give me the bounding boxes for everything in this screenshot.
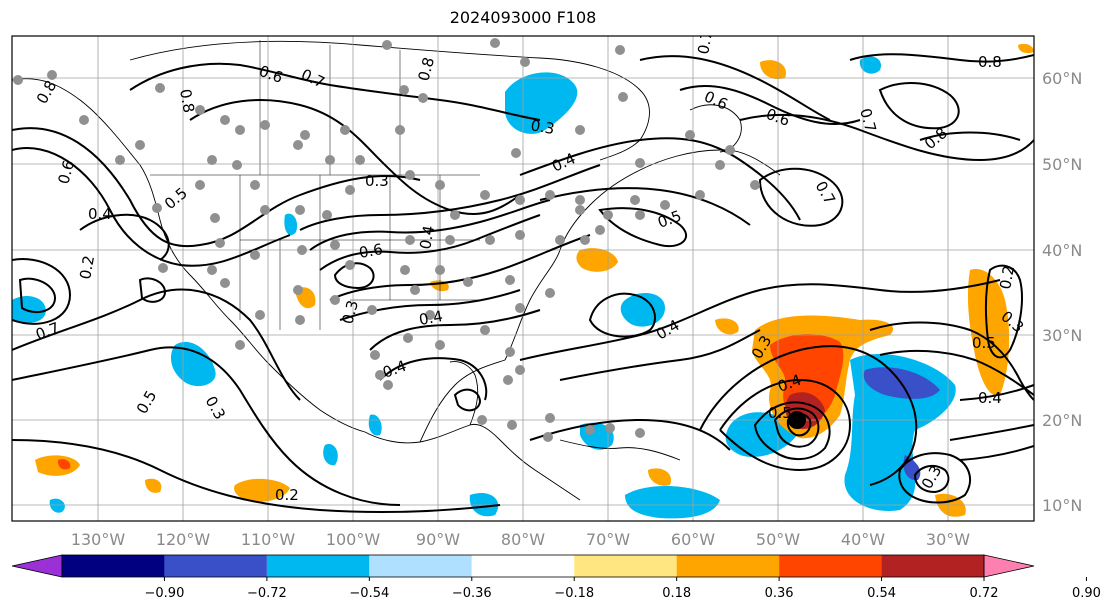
contour-label: 0.2 — [275, 486, 299, 504]
colorbar-tick-label: −0.18 — [554, 586, 594, 601]
contour-lines — [12, 53, 1034, 514]
colorbar-tick-label: 0.54 — [867, 586, 896, 601]
storm-center-marker — [788, 411, 806, 429]
contour-label: 0.4 — [88, 205, 112, 223]
contour-label: 0.8 — [978, 53, 1002, 71]
lat-label: 30°N — [1042, 326, 1082, 345]
contour-label: 0.5 — [972, 334, 996, 352]
lon-label: 100°W — [326, 530, 381, 549]
colorbar-outline — [61, 554, 985, 578]
colorbar-segment — [676, 555, 780, 577]
contour-label: 0.5 — [768, 404, 792, 422]
colorbar-segment — [62, 555, 165, 577]
contour-label: 0.7 — [856, 106, 880, 134]
colorbar-tick-label: 0.18 — [662, 586, 691, 601]
contour-label: 0.2 — [76, 254, 98, 281]
colorbar-tick-label: 0.72 — [970, 586, 999, 601]
colorbar-segment — [369, 555, 472, 577]
contour-label: 0.3 — [365, 172, 389, 190]
colorbar-extend-min — [11, 554, 63, 578]
lon-label: 130°W — [71, 530, 126, 549]
colorbar-tick-label: −0.54 — [349, 586, 389, 601]
lon-label: 30°W — [926, 530, 970, 549]
lat-label: 50°N — [1042, 155, 1082, 174]
colorbar-tick-label: 0.90 — [1072, 586, 1101, 601]
contour-label: 0.4 — [416, 224, 438, 251]
colorbar-tick-label: −0.90 — [145, 586, 185, 601]
colorbar-extend-max — [983, 554, 1035, 578]
contour-label: 0.7 — [694, 29, 716, 56]
grid-lines — [12, 36, 1034, 521]
colorbar-segment — [164, 555, 267, 577]
colorbar-segment — [574, 555, 677, 577]
lon-label: 40°W — [841, 530, 885, 549]
latitude-labels: 60°N 50°N 40°N 30°N 20°N 10°N — [1042, 69, 1082, 515]
contour-label: 0.4 — [978, 389, 1002, 407]
contour-label: 0.8 — [176, 88, 198, 115]
contour-label: 0.4 — [418, 307, 445, 329]
colorbar-tick-label: −0.36 — [452, 586, 492, 601]
colorbar: −0.90 −0.72 −0.54 −0.36 −0.18 0.18 0.36 0.54 0.7… — [11, 554, 1101, 601]
contour-label: 0.8 — [414, 55, 438, 83]
positive-shading — [35, 43, 1034, 517]
contour-label: 0.6 — [358, 240, 385, 262]
lon-label: 80°W — [501, 530, 545, 549]
lon-label: 60°W — [671, 530, 715, 549]
lat-label: 10°N — [1042, 496, 1082, 515]
colorbar-segment — [471, 555, 575, 577]
lon-label: 50°W — [756, 530, 800, 549]
colorbar-tick-label: −0.72 — [247, 586, 287, 601]
contour-label: 0.2 — [996, 264, 1018, 291]
station-markers — [13, 38, 760, 442]
colorbar-segment — [881, 555, 984, 577]
longitude-labels: 130°W 120°W 110°W 100°W 90°W 80°W 70°W 6… — [71, 530, 970, 549]
plot-frame — [11, 35, 1035, 522]
colorbar-tick-label: 0.36 — [765, 586, 794, 601]
contour-label: 0.3 — [338, 298, 362, 326]
map-title: 2024093000 F108 — [449, 8, 597, 27]
lon-label: 110°W — [241, 530, 296, 549]
lon-label: 120°W — [156, 530, 211, 549]
lat-label: 40°N — [1042, 241, 1082, 260]
lat-label: 60°N — [1042, 69, 1082, 88]
colorbar-segment — [779, 555, 882, 577]
lat-label: 20°N — [1042, 411, 1082, 430]
contour-label: 0.3 — [529, 116, 556, 138]
colorbar-segment — [266, 555, 370, 577]
lon-label: 70°W — [586, 530, 630, 549]
contour-label: 0.6 — [54, 158, 78, 186]
lon-label: 90°W — [416, 530, 460, 549]
